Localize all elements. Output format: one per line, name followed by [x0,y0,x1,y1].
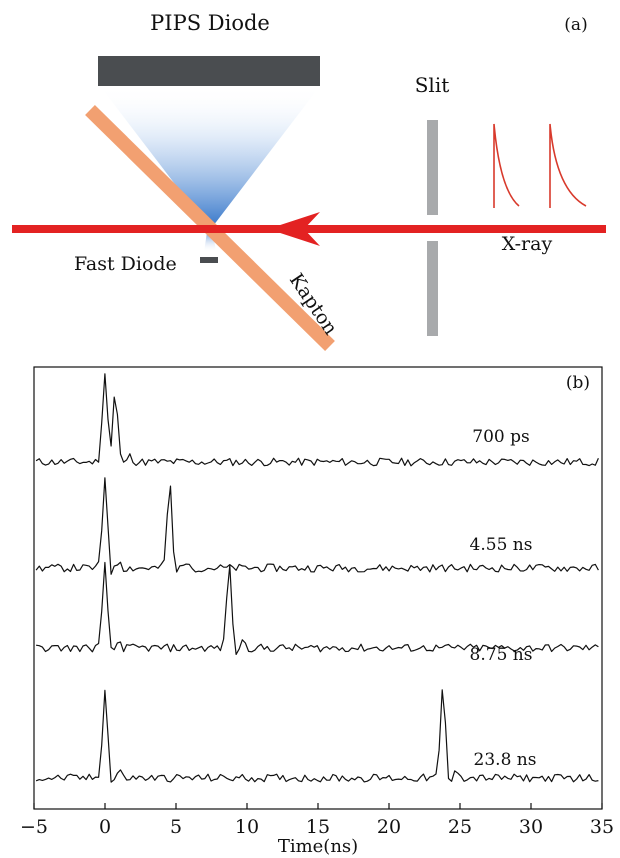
traces-group [35,373,599,783]
trace-label-2: 4.55 ns [470,535,533,555]
setup-diagram: PIPS Diode (a) Fast Diode Kapton Slit X-… [12,11,606,351]
trace-label-3: 8.75 ns [470,645,533,665]
slit-lower-blade [427,241,438,336]
panel-a-label: (a) [564,15,587,35]
x-tick-label: 25 [448,816,472,838]
x-tick-label: −5 [20,816,48,838]
slit-upper-blade [427,120,438,215]
trace-line-1 [35,373,599,467]
pips-diode-label: PIPS Diode [150,11,270,35]
pips-diode [98,56,320,86]
trace-label-1: 700 ps [472,427,529,447]
trace-labels-group: 700 ps 4.55 ns 8.75 ns 23.8 ns [470,427,537,770]
trace-line-4 [35,689,599,783]
timing-chart: (b) 700 ps 4.55 ns 8.75 ns 23.8 ns −5 0 5 10 15… [20,366,614,857]
xray-pulse-2 [549,123,587,208]
panel-b-label: (b) [566,373,590,393]
slit-label: Slit [415,73,450,97]
xray-label: X-ray [502,233,553,255]
trace-line-3 [36,561,599,655]
beam-arrow-icon [268,212,320,246]
x-tick-label: 20 [377,816,401,838]
x-axis-label: Time(ns) [278,836,358,857]
fast-diode-label: Fast Diode [74,253,177,275]
x-tick-label: 5 [170,816,182,838]
x-axis: −5 0 5 10 15 20 25 30 35 [20,803,614,838]
x-tick-label: 30 [519,816,543,838]
xray-pulse-1 [493,123,520,208]
trace-label-4: 23.8 ns [474,750,537,770]
x-tick-label: 15 [306,816,330,838]
x-tick-label: 10 [235,816,259,838]
x-tick-label: 35 [590,816,614,838]
fast-diode [200,257,218,263]
detection-cone [100,86,320,230]
trace-line-2 [35,477,599,575]
x-tick-label: 0 [99,816,111,838]
